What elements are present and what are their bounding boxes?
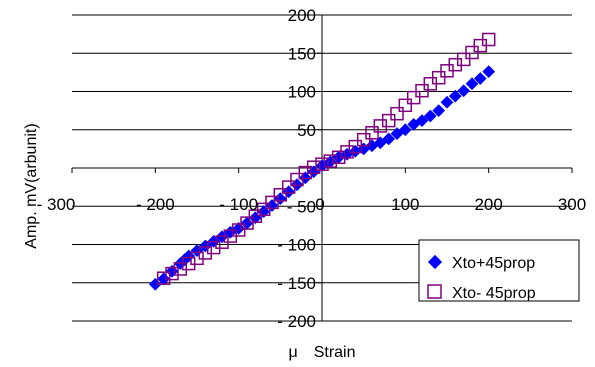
x-tick-label: 100 bbox=[391, 195, 419, 214]
legend-box bbox=[418, 239, 580, 302]
marker-xto-plus45 bbox=[307, 165, 321, 179]
y-tick-label: 200 bbox=[288, 6, 316, 25]
marker-xto-minus45 bbox=[390, 106, 404, 121]
legend-label-series-2: Xto- 45prop bbox=[452, 285, 536, 302]
x-axis-title: μ Strain bbox=[288, 344, 355, 361]
marker-xto-minus45 bbox=[481, 32, 496, 47]
marker-xto-minus45 bbox=[323, 154, 338, 168]
marker-xto-plus45 bbox=[423, 109, 437, 123]
x-tick-label: - 200 bbox=[136, 195, 175, 214]
marker-xto-plus45 bbox=[240, 216, 254, 230]
marker-xto-minus45 bbox=[290, 172, 304, 187]
marker-xto-plus45 bbox=[482, 65, 496, 78]
marker-xto-plus45 bbox=[457, 84, 471, 98]
series-layer bbox=[148, 32, 496, 291]
marker-xto-minus45 bbox=[348, 139, 363, 154]
y-tick-label: - 150 bbox=[277, 274, 316, 293]
marker-xto-minus45 bbox=[156, 271, 171, 285]
marker-xto-minus45 bbox=[281, 180, 296, 194]
legend-label-series-1: Xto+45prop bbox=[452, 255, 535, 272]
legend-marker-diamond bbox=[427, 254, 443, 270]
legend: Xto+45prop Xto- 45prop bbox=[418, 239, 580, 302]
marker-xto-minus45 bbox=[415, 83, 429, 98]
marker-xto-minus45 bbox=[256, 202, 271, 217]
marker-xto-plus45 bbox=[198, 239, 212, 253]
marker-xto-minus45 bbox=[240, 216, 254, 230]
marker-xto-minus45 bbox=[273, 188, 288, 202]
marker-xto-minus45 bbox=[306, 160, 321, 174]
marker-xto-plus45 bbox=[382, 132, 396, 146]
marker-xto-plus45 bbox=[157, 272, 171, 286]
y-tick-label: - 100 bbox=[277, 236, 316, 255]
marker-xto-plus45 bbox=[432, 104, 446, 117]
y-tick-label: - 200 bbox=[277, 312, 316, 331]
marker-xto-plus45 bbox=[165, 264, 179, 278]
x-tick-label: 0 bbox=[315, 195, 324, 214]
marker-xto-plus45 bbox=[148, 277, 162, 291]
marker-xto-minus45 bbox=[431, 70, 446, 85]
y-tick-label: 50 bbox=[297, 121, 316, 140]
marker-xto-minus45 bbox=[265, 195, 279, 210]
y-axis-title: Amp. mV(arbunit) bbox=[23, 123, 40, 248]
marker-xto-minus45 bbox=[381, 113, 396, 128]
x-tick-label: - 100 bbox=[219, 195, 258, 214]
x-tick-label: 200 bbox=[474, 195, 502, 214]
marker-xto-plus45 bbox=[473, 72, 487, 85]
tick-labels: - 200 - 150 - 100 - 50 50 100 150 200 - 300 - 200… bbox=[37, 6, 587, 331]
marker-xto-minus45 bbox=[365, 126, 379, 140]
marker-xto-minus45 bbox=[315, 157, 329, 171]
marker-xto-minus45 bbox=[165, 266, 179, 281]
x-tick-label: 300 bbox=[558, 195, 586, 214]
marker-xto-minus45 bbox=[465, 45, 479, 60]
marker-xto-minus45 bbox=[398, 98, 413, 113]
y-tick-label: 100 bbox=[288, 83, 316, 102]
marker-xto-minus45 bbox=[248, 209, 263, 223]
marker-xto-plus45 bbox=[448, 89, 462, 103]
marker-xto-plus45 bbox=[398, 123, 412, 137]
marker-xto-plus45 bbox=[273, 192, 287, 205]
marker-xto-plus45 bbox=[440, 95, 454, 109]
marker-xto-plus45 bbox=[232, 222, 246, 235]
marker-xto-minus45 bbox=[231, 223, 246, 237]
x-tick-label: - 300 bbox=[37, 195, 76, 214]
marker-xto-minus45 bbox=[456, 52, 471, 67]
marker-xto-minus45 bbox=[406, 90, 421, 105]
y-tick-label: 150 bbox=[288, 44, 316, 63]
marker-xto-plus45 bbox=[465, 77, 479, 91]
legend-marker-square bbox=[427, 284, 442, 299]
y-tick-label: - 50 bbox=[287, 197, 316, 216]
marker-xto-minus45 bbox=[356, 132, 371, 147]
marker-xto-plus45 bbox=[415, 114, 429, 127]
